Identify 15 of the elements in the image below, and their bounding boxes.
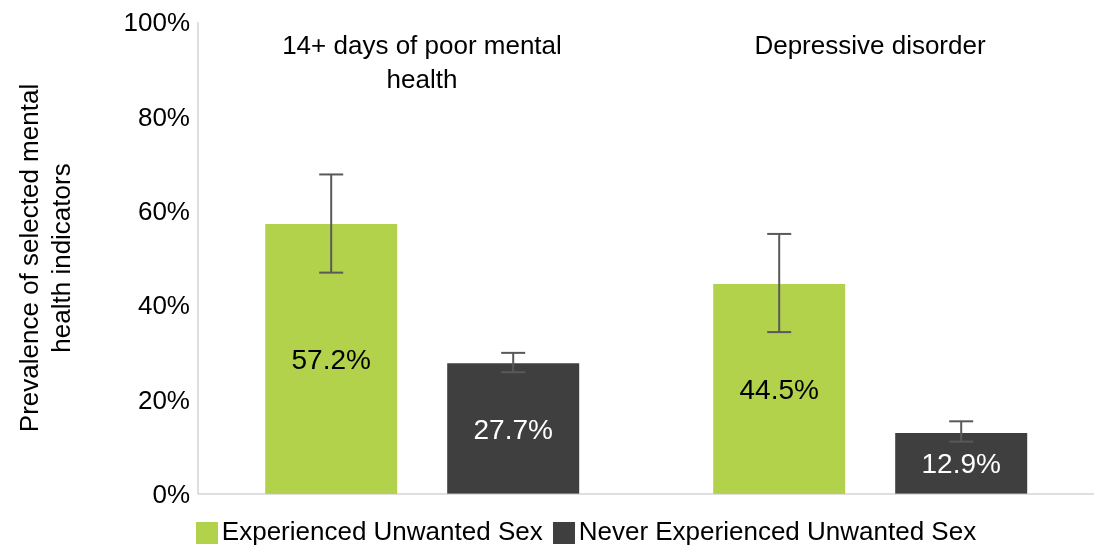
y-tick-label: 0% [152, 479, 190, 510]
legend-label: Experienced Unwanted Sex [221, 516, 543, 546]
data-label: 27.7% [473, 413, 553, 445]
x-tick-label: 14+ days of poor mental health [282, 30, 562, 94]
y-tick-label: 60% [137, 196, 190, 227]
y-tick-label: 40% [137, 290, 190, 321]
x-tick-label: Depressive disorder [754, 30, 986, 60]
legend-label: Never Experienced Unwanted Sex [578, 516, 977, 546]
y-axis-title: Prevalence of selected mental health indicators [14, 83, 76, 433]
y-tick-label: 80% [137, 101, 190, 132]
data-label: 44.5% [739, 373, 819, 405]
data-label: 12.9% [921, 448, 1001, 480]
data-label: 57.2% [291, 343, 371, 375]
y-tick-label: 100% [123, 7, 190, 38]
y-tick-label: 20% [137, 384, 190, 415]
